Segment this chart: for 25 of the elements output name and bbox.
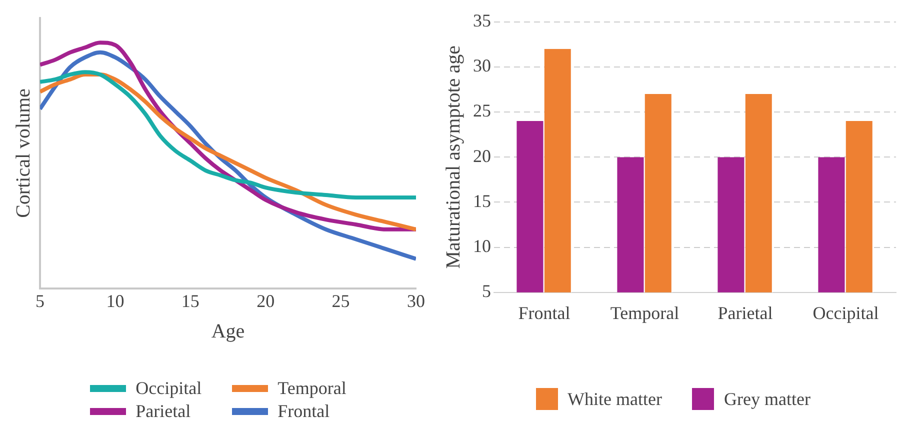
y-tick-label: 20 (473, 146, 491, 166)
legend-label: Temporal (278, 378, 346, 399)
legend-label: White matter (568, 388, 662, 410)
x-tick-label: 10 (106, 290, 124, 311)
x-tick-label: 5 (36, 290, 44, 311)
legend-label: Occipital (136, 378, 202, 399)
x-tick-label: 25 (332, 290, 350, 311)
x-tick-label: 15 (181, 290, 200, 311)
x-tick-label: Parietal (718, 302, 773, 323)
legend-label: Parietal (136, 401, 191, 422)
y-tick-label: 35 (473, 10, 491, 31)
x-tick-label: Temporal (610, 302, 680, 323)
x-axis-title: Age (211, 320, 245, 342)
x-tick-label: Frontal (518, 302, 570, 323)
legend-label: Frontal (278, 401, 330, 422)
y-tick-label: 10 (473, 236, 491, 256)
y-tick-label: 30 (473, 56, 491, 76)
x-tick-label: 20 (256, 290, 275, 311)
legend-label: Grey matter (724, 388, 810, 410)
y-axis-title: Cortical volume (12, 88, 34, 218)
x-tick-label: 30 (407, 290, 425, 311)
y-axis-title: Maturational asymptote age (442, 45, 464, 269)
x-tick-label: Occipital (812, 302, 879, 323)
y-tick-label: 25 (473, 100, 491, 121)
y-tick-label: 15 (473, 190, 491, 211)
